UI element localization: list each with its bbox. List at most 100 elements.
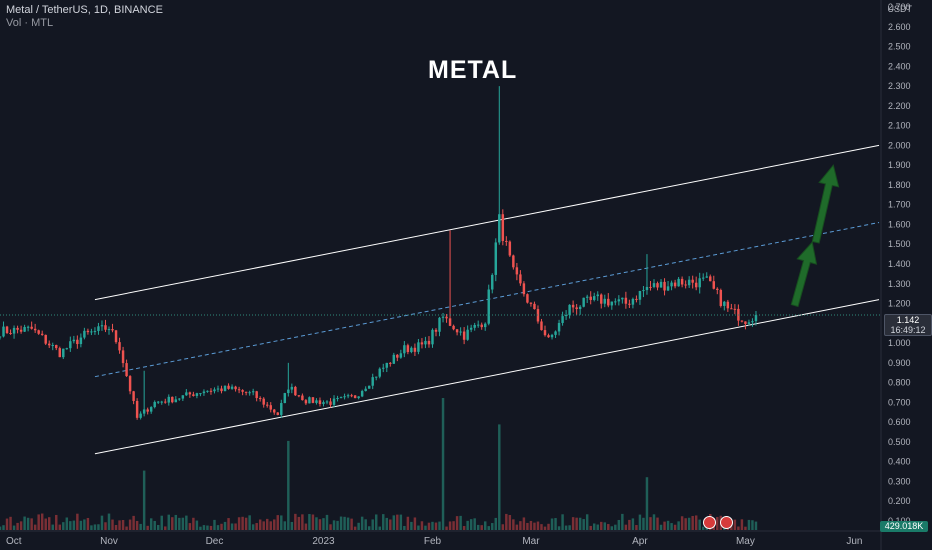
volume-bar bbox=[167, 514, 171, 530]
candle-body bbox=[512, 255, 515, 268]
volume-bar bbox=[132, 515, 135, 530]
candle-body bbox=[445, 316, 448, 319]
volume-bar bbox=[44, 518, 47, 530]
volume-bar bbox=[86, 517, 90, 530]
volume-bar bbox=[273, 519, 276, 530]
candle-body bbox=[603, 298, 607, 304]
candle-body bbox=[93, 330, 97, 332]
price-tick-label: 0.400 bbox=[888, 457, 911, 467]
candle-body bbox=[280, 403, 283, 415]
volume-bar bbox=[631, 518, 635, 530]
volume-bar bbox=[230, 523, 234, 530]
volume-bar bbox=[610, 526, 614, 530]
candle-body bbox=[621, 297, 624, 300]
event-flag-icon[interactable] bbox=[720, 516, 733, 529]
candle-body bbox=[424, 340, 427, 345]
candle-body bbox=[287, 389, 290, 394]
volume-bar bbox=[26, 517, 30, 530]
event-flag-icon[interactable] bbox=[703, 516, 716, 529]
time-axis[interactable]: Oct Nov Dec 2023 Feb Mar Apr May Jun bbox=[6, 536, 862, 547]
price-tick-label: 2.400 bbox=[888, 61, 911, 71]
volume-bar bbox=[55, 514, 58, 530]
candle-body bbox=[90, 331, 93, 333]
price-tick-label: 2.300 bbox=[888, 81, 911, 91]
candle-body bbox=[220, 388, 223, 392]
volume-bar bbox=[76, 513, 79, 530]
volume-legend[interactable]: Vol · MTL bbox=[6, 17, 54, 29]
candle-body bbox=[691, 279, 694, 283]
price-tick-label: 2.700 bbox=[888, 2, 911, 12]
candle-body bbox=[353, 395, 357, 399]
volume-bar bbox=[171, 517, 174, 530]
candle-body bbox=[51, 345, 54, 347]
candle-body bbox=[610, 301, 614, 306]
volume-bar bbox=[114, 525, 118, 530]
volume-bar bbox=[276, 515, 280, 530]
candle-body bbox=[322, 402, 325, 405]
price-axis[interactable]: 2.700 2.600 2.500 2.400 2.300 2.200 2.100 2.000… bbox=[888, 2, 911, 526]
candle-body bbox=[2, 326, 5, 337]
volume-bar bbox=[733, 519, 737, 530]
candle-body bbox=[72, 339, 76, 342]
price-tick-label: 1.300 bbox=[888, 279, 911, 289]
forecast-arrow bbox=[790, 241, 818, 308]
symbol-legend[interactable]: Metal / TetherUS, 1D, BINANCE bbox=[6, 4, 163, 16]
candle-body bbox=[273, 409, 276, 413]
candle-body bbox=[505, 240, 508, 242]
volume-bar bbox=[255, 523, 258, 530]
candle-body bbox=[519, 274, 522, 284]
candle-body bbox=[617, 299, 621, 302]
currency-label: USDT bbox=[887, 4, 913, 14]
candle-body bbox=[132, 391, 135, 401]
volume-bar bbox=[455, 516, 459, 530]
candle-body bbox=[83, 330, 86, 338]
candle-body bbox=[680, 278, 684, 285]
volume-bar bbox=[360, 516, 364, 530]
candle-body bbox=[206, 390, 209, 392]
volume-bar bbox=[297, 516, 301, 530]
volume-bar bbox=[269, 521, 272, 530]
candle-body bbox=[227, 385, 230, 389]
candle-body bbox=[705, 276, 708, 278]
volume-bar bbox=[543, 526, 547, 530]
candle-body bbox=[301, 395, 304, 401]
price-tick-label: 0.500 bbox=[888, 437, 911, 447]
price-tick-label: 2.200 bbox=[888, 101, 911, 111]
candle-body bbox=[374, 376, 378, 378]
volume-bar bbox=[234, 523, 237, 530]
volume-bar bbox=[100, 515, 104, 530]
candle-body bbox=[364, 388, 367, 392]
volume-bar bbox=[12, 525, 16, 530]
price-tick-label: 1.200 bbox=[888, 299, 911, 309]
volume-bar bbox=[431, 521, 434, 530]
candle-body bbox=[515, 267, 519, 275]
price-tick-label: 1.400 bbox=[888, 259, 911, 269]
price-tick-label: 1.000 bbox=[888, 338, 911, 348]
price-tick-label: 1.500 bbox=[888, 239, 911, 249]
volume-bar bbox=[178, 517, 181, 530]
candle-body bbox=[118, 342, 121, 351]
candle-body bbox=[452, 325, 455, 330]
candle-body bbox=[26, 326, 30, 328]
volume-bar bbox=[199, 526, 202, 530]
volume-bar bbox=[128, 519, 132, 530]
candle-body bbox=[192, 394, 195, 396]
price-tick-label: 1.900 bbox=[888, 160, 911, 170]
volume-bar bbox=[47, 517, 51, 530]
candle-body bbox=[111, 329, 114, 331]
volume-bar bbox=[58, 524, 62, 530]
candle-body bbox=[557, 322, 561, 332]
candle-body bbox=[16, 327, 19, 330]
volume-bar bbox=[621, 513, 624, 530]
candle-body bbox=[645, 286, 649, 291]
volume-bar bbox=[181, 517, 185, 530]
candle-body bbox=[0, 336, 2, 338]
candles bbox=[0, 86, 758, 420]
candle-body bbox=[30, 326, 33, 329]
candle-body bbox=[12, 327, 16, 334]
volume-bar bbox=[392, 515, 396, 530]
candle-body bbox=[501, 214, 505, 241]
volume-bar bbox=[677, 521, 680, 530]
volume-bar bbox=[156, 524, 160, 530]
